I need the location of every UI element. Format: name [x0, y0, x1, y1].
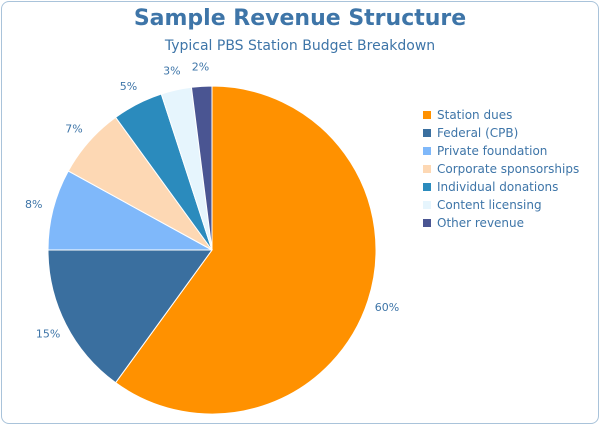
chart-subtitle: Typical PBS Station Budget Breakdown [164, 38, 436, 54]
pie-slice-0 [114, 85, 377, 415]
legend-label: Federal (CPB) [437, 126, 519, 140]
legend-item: Content licensing [423, 196, 579, 214]
slice-value-label: 15% [36, 328, 60, 341]
slice-value-label: 60% [375, 301, 399, 314]
pie-slice-6 [190, 85, 213, 251]
slice-value-label: 5% [120, 80, 137, 93]
legend-label: Individual donations [437, 180, 559, 194]
slice-value-label: 8% [25, 198, 42, 211]
legend-item: Other revenue [423, 214, 579, 232]
slice-value-label: 3% [163, 64, 180, 77]
legend-swatch [423, 219, 431, 227]
legend-item: Corporate sponsorships [423, 160, 579, 178]
legend-item: Individual donations [423, 178, 579, 196]
slice-value-label: 2% [192, 60, 209, 73]
legend-item: Federal (CPB) [423, 124, 579, 142]
legend-swatch [423, 111, 431, 119]
legend-swatch [423, 201, 431, 209]
legend-label: Content licensing [437, 198, 542, 212]
legend-item: Private foundation [423, 142, 579, 160]
legend-swatch [423, 129, 431, 137]
chart-title: Sample Revenue Structure [133, 6, 467, 31]
legend-swatch [423, 165, 431, 173]
chart-legend: Station dues Federal (CPB) Private foundat… [423, 106, 579, 232]
legend-label: Private foundation [437, 144, 548, 158]
legend-label: Corporate sponsorships [437, 162, 580, 176]
legend-label: Station dues [437, 108, 513, 122]
legend-item: Station dues [423, 106, 579, 124]
legend-swatch [423, 183, 431, 191]
legend-label: Other revenue [437, 216, 525, 230]
legend-swatch [423, 147, 431, 155]
pie-slice-1 [47, 249, 213, 384]
slice-value-label: 7% [65, 122, 82, 135]
